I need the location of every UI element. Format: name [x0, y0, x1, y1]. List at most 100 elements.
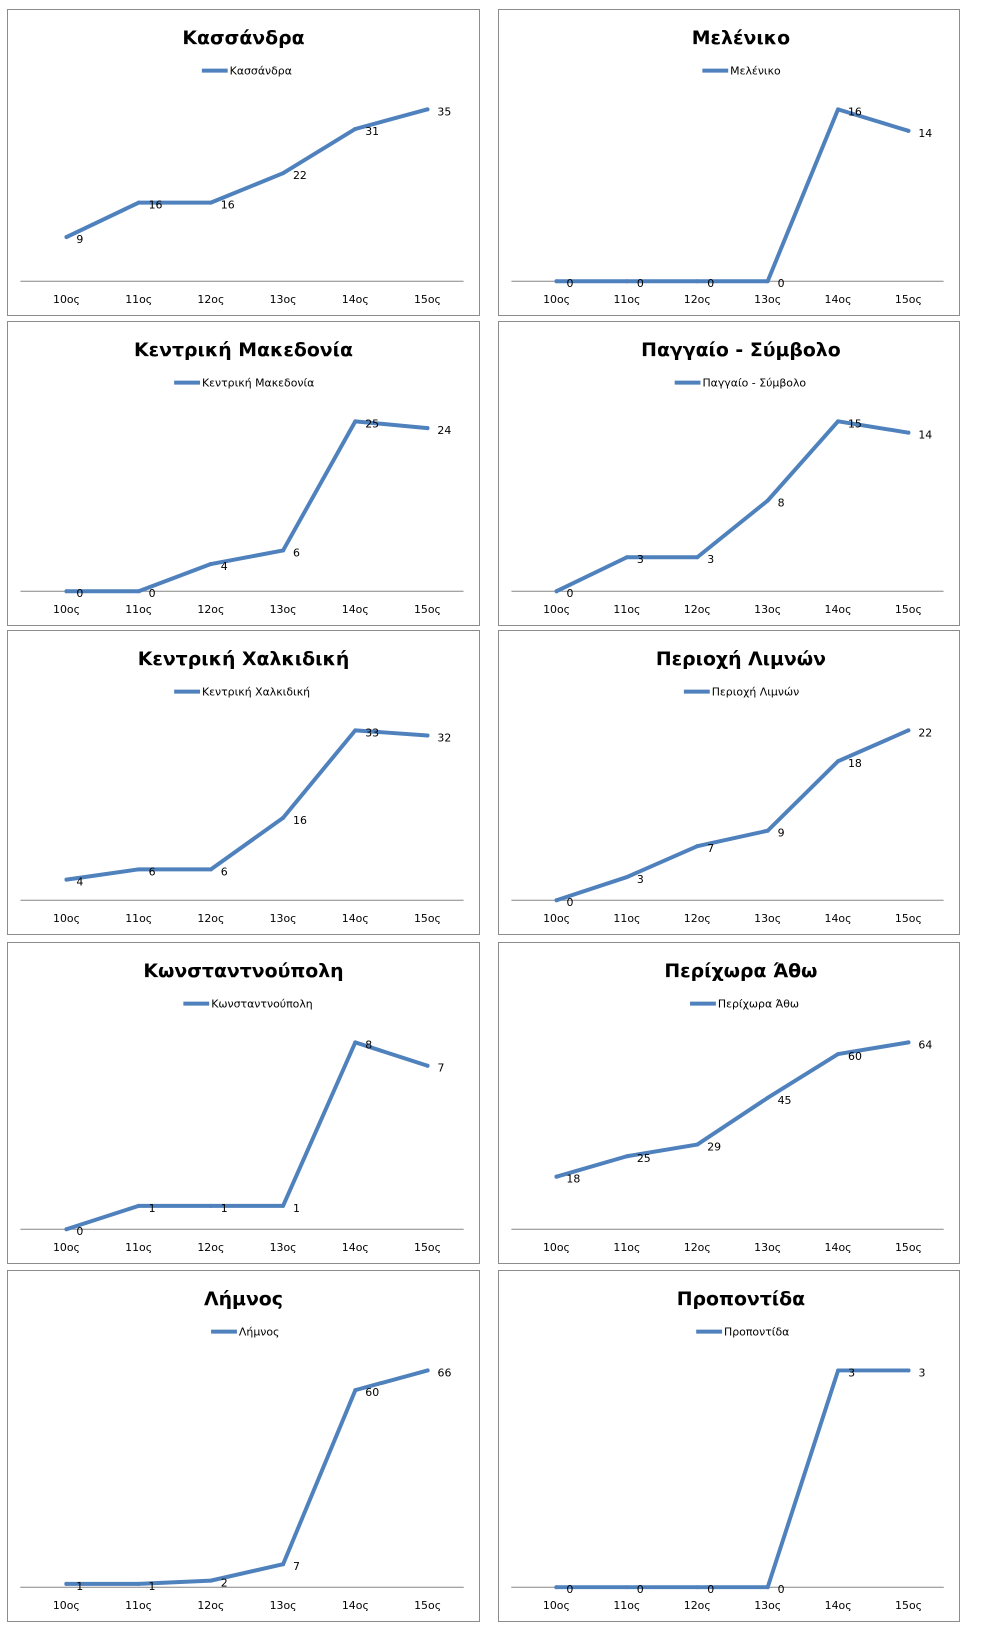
data-label: 45: [778, 1094, 792, 1107]
data-point: [353, 127, 358, 131]
data-label: 0: [637, 1583, 644, 1596]
chart-title: Κεντρική Μακεδονία: [134, 339, 353, 361]
data-label: 3: [848, 1366, 855, 1379]
legend-label: Περιοχή Λιμνών: [712, 686, 799, 699]
data-label: 0: [566, 277, 573, 290]
data-label: 22: [293, 169, 307, 182]
data-point: [64, 1227, 69, 1232]
data-label: 16: [221, 199, 235, 212]
x-tick-label: 13ος: [270, 912, 297, 925]
data-point: [64, 589, 69, 594]
data-point: [554, 1585, 559, 1590]
chart-title: Κασσάνδρα: [182, 27, 304, 49]
data-label: 7: [293, 1560, 300, 1573]
data-point: [695, 279, 700, 284]
x-tick-label: 12ος: [197, 293, 224, 306]
data-label: 0: [707, 1583, 714, 1596]
legend: Παγγαίο - Σύμβολο: [674, 377, 806, 390]
series-line: [64, 419, 430, 594]
data-label: 16: [149, 199, 163, 212]
data-label: 2: [221, 1577, 228, 1590]
x-tick-label: 15ος: [895, 603, 922, 616]
data-point: [64, 877, 69, 882]
data-point: [906, 430, 911, 435]
x-tick-label: 15ος: [414, 1241, 441, 1254]
legend: Κεντρική Χαλκιδική: [174, 686, 310, 699]
x-tick-label: 10ος: [53, 912, 80, 925]
line-chart: Κεντρική Μακεδονία Κεντρική Μακεδονία 0 0 4 6…: [20, 339, 464, 616]
data-point: [906, 728, 911, 733]
legend: Κωνσταντνούπολη: [183, 998, 313, 1011]
data-point: [208, 1578, 213, 1583]
data-label: 24: [437, 424, 451, 437]
x-tick-label: 13ος: [754, 1241, 781, 1254]
data-label: 0: [707, 277, 714, 290]
data-point: [208, 867, 213, 872]
x-tick-label: 11ος: [125, 1241, 152, 1254]
x-tick-label: 14ος: [342, 1241, 369, 1254]
x-tick-label: 11ος: [125, 1599, 152, 1612]
line-chart: Περίχωρα Άθω Περίχωρα Άθω 18 25 29 45 60 64 10ος…: [511, 960, 944, 1254]
line-chart: Προποντίδα Προποντίδα 0 0 0 0 3 3 10ος 11ος 12ος 13…: [511, 1288, 944, 1612]
x-tick-label: 12ος: [197, 603, 224, 616]
chart-title: Κωνσταντνούπολη: [143, 960, 343, 982]
chart-title: Μελένικο: [692, 27, 790, 49]
series-line: [64, 1040, 430, 1232]
data-label: 25: [365, 417, 379, 430]
legend-label: Λήμνος: [239, 1326, 280, 1339]
data-point: [136, 1581, 141, 1586]
x-tick-label: 14ος: [342, 603, 369, 616]
data-point: [281, 171, 286, 176]
x-tick-label: 13ος: [754, 293, 781, 306]
x-tick-label: 15ος: [414, 912, 441, 925]
x-tick-label: 10ος: [543, 603, 570, 616]
data-point: [836, 759, 841, 764]
x-tick-label: 12ος: [684, 912, 711, 925]
x-tick-label: 14ος: [825, 1599, 852, 1612]
data-point: [836, 419, 841, 424]
x-tick-label: 14ος: [825, 912, 852, 925]
legend: Περιοχή Λιμνών: [683, 686, 799, 699]
chart-panel: Περίχωρα Άθω Περίχωρα Άθω 18 25 29 45 60 64 10ος…: [498, 942, 960, 1264]
data-point: [695, 1142, 700, 1147]
x-tick-label: 14ος: [825, 603, 852, 616]
data-point: [624, 279, 629, 284]
data-point: [425, 426, 430, 431]
data-point: [353, 1388, 358, 1393]
data-label: 9: [778, 827, 785, 840]
data-label: 3: [637, 553, 644, 566]
data-point: [281, 1562, 286, 1567]
data-point: [208, 200, 213, 205]
data-point: [765, 828, 770, 833]
x-tick-label: 11ος: [613, 603, 640, 616]
legend-label: Κασσάνδρα: [230, 65, 292, 78]
data-point: [281, 548, 286, 553]
data-label: 22: [918, 726, 932, 739]
x-tick-label: 13ος: [754, 1599, 781, 1612]
x-tick-label: 10ος: [543, 1241, 570, 1254]
data-point: [554, 898, 559, 903]
data-point: [136, 200, 141, 205]
data-point: [624, 1585, 629, 1590]
line-chart: Κασσάνδρα Κασσάνδρα 9 16 16 22 31 35 10ος 11ος 12ο…: [20, 27, 464, 306]
x-tick-label: 15ος: [895, 912, 922, 925]
line-chart: Κεντρική Χαλκιδική Κεντρική Χαλκιδική 4 6 6 1…: [20, 648, 464, 925]
chart-panel: Κωνσταντνούπολη Κωνσταντνούπολη 0 1 1 1 8 7 10ος…: [7, 942, 480, 1264]
data-label: 0: [778, 277, 785, 290]
x-tick-label: 10ος: [53, 1241, 80, 1254]
chart-panel: Μελένικο Μελένικο 0 0 0 0 16 14 10ος 11ος 12ος 13ος…: [498, 9, 960, 316]
data-point: [624, 875, 629, 880]
chart-panel: Κεντρική Μακεδονία Κεντρική Μακεδονία 0 0 4 6…: [7, 321, 480, 626]
x-tick-label: 12ος: [197, 1599, 224, 1612]
data-point: [136, 867, 141, 872]
data-label: 0: [566, 896, 573, 909]
chart-title: Λήμνος: [204, 1288, 283, 1310]
data-point: [765, 1095, 770, 1100]
data-label: 3: [919, 1366, 926, 1379]
x-tick-label: 13ος: [754, 603, 781, 616]
data-label: 1: [149, 1580, 156, 1593]
data-label: 9: [76, 233, 83, 246]
data-label: 64: [918, 1038, 932, 1051]
x-tick-label: 15ος: [895, 293, 922, 306]
legend-label: Κεντρική Μακεδονία: [202, 377, 314, 390]
